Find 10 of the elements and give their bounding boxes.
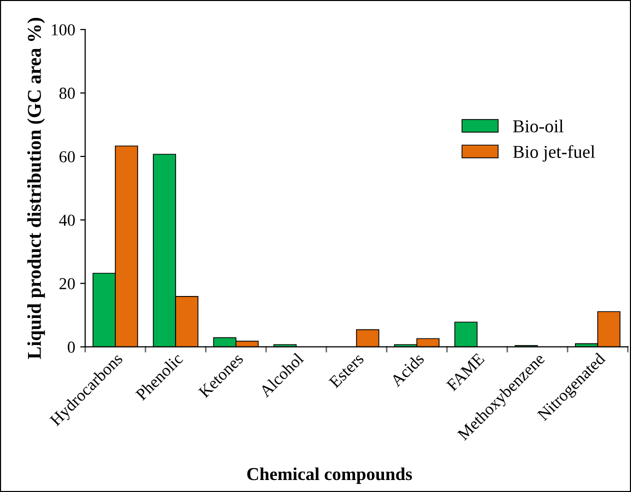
legend-label: Bio-oil <box>513 120 564 132</box>
y-tick-label: 0 <box>68 342 75 353</box>
y-axis-title: Liquid product distribution (GC area %) <box>27 18 45 360</box>
y-tick-label: 20 <box>60 278 75 290</box>
y-tick-label: 100 <box>52 24 75 36</box>
y-tick-label: 60 <box>60 151 75 162</box>
legend-label: Bio jet-fuel <box>513 145 595 162</box>
y-tick-label: 80 <box>59 88 75 99</box>
x-axis-title: Chemical compounds <box>247 467 412 484</box>
y-tick-label: 40 <box>59 214 75 226</box>
